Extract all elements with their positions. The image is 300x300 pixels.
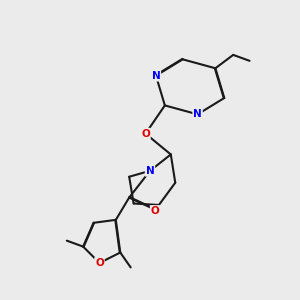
- Text: O: O: [95, 258, 104, 268]
- Text: N: N: [152, 71, 160, 81]
- Text: O: O: [141, 129, 150, 139]
- Text: O: O: [151, 206, 159, 216]
- Text: N: N: [193, 109, 202, 119]
- Text: N: N: [146, 166, 154, 176]
